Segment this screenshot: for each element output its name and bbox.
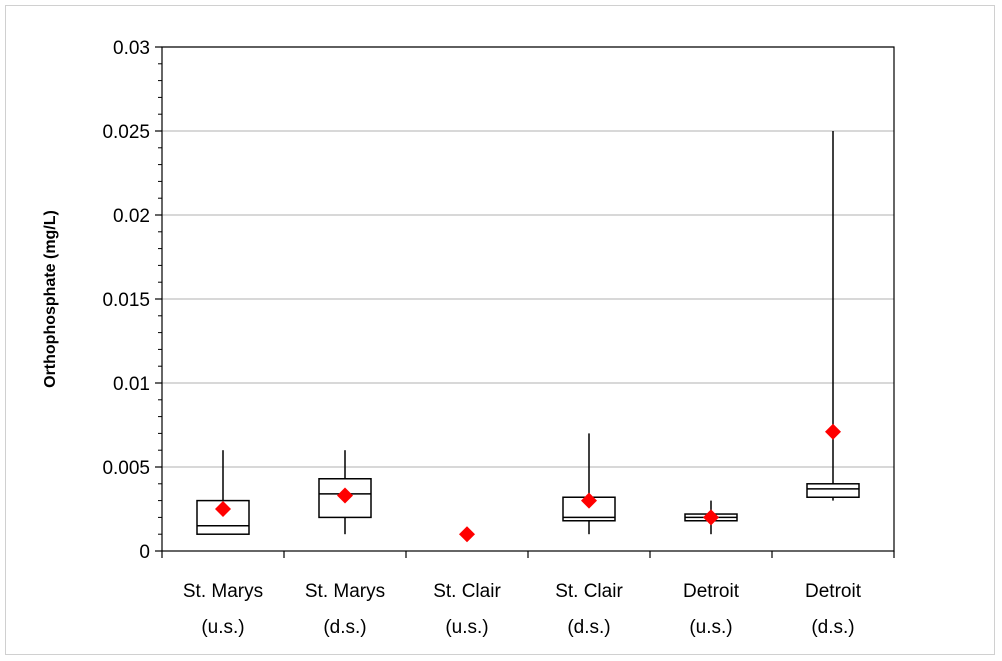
mean-marker bbox=[825, 423, 841, 440]
box-group bbox=[562, 433, 616, 535]
box-iqr bbox=[806, 483, 860, 498]
y-tick-label: 0.015 bbox=[102, 290, 150, 311]
box-group bbox=[806, 131, 860, 501]
x-category-sublabel: (d.s.) bbox=[323, 617, 366, 638]
x-category-label: St. Clair bbox=[433, 581, 501, 602]
x-axis-ticks bbox=[161, 551, 895, 558]
x-category-sublabel: (d.s.) bbox=[567, 617, 610, 638]
x-category-sublabel: (u.s.) bbox=[689, 617, 732, 638]
y-tick-label: 0.02 bbox=[113, 206, 150, 227]
y-tick-label: 0.025 bbox=[102, 122, 150, 143]
x-category-sublabel: (u.s.) bbox=[445, 617, 488, 638]
y-tick-label: 0.01 bbox=[113, 374, 150, 395]
x-category-label: Detroit bbox=[683, 581, 740, 602]
x-category-label: St. Marys bbox=[305, 581, 385, 602]
mean-marker bbox=[459, 526, 475, 543]
mean-marker bbox=[581, 492, 597, 509]
boxes bbox=[196, 131, 860, 535]
gridlines bbox=[162, 46, 894, 468]
y-tick-label: 0 bbox=[139, 542, 150, 563]
x-category-sublabel: (u.s.) bbox=[201, 617, 244, 638]
y-axis-label: Orthophosphate (mg/L) bbox=[42, 210, 59, 388]
mean-markers bbox=[215, 423, 841, 543]
y-tick-label: 0.005 bbox=[102, 458, 150, 479]
box-group bbox=[196, 450, 250, 535]
category-labels: St. Marys (u.s.) St. Marys (d.s.) St. Clair (… bbox=[183, 581, 862, 638]
y-axis-ticks: 0 0.005 0.01 0.015 0.02 0.025 0.03 bbox=[102, 38, 162, 563]
mean-marker bbox=[703, 509, 719, 526]
x-category-label: St. Marys bbox=[183, 581, 263, 602]
mean-marker bbox=[215, 501, 231, 517]
x-category-sublabel: (d.s.) bbox=[811, 617, 854, 638]
mean-marker bbox=[337, 487, 353, 504]
x-category-label: Detroit bbox=[805, 581, 862, 602]
y-tick-label: 0.03 bbox=[113, 38, 150, 59]
chart-frame bbox=[5, 5, 995, 655]
x-category-label: St. Clair bbox=[555, 581, 623, 602]
